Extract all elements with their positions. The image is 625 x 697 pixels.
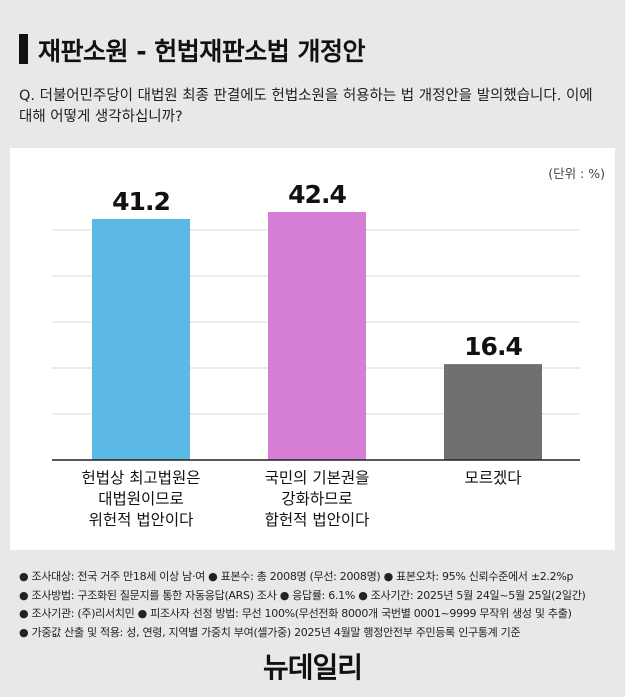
- data-label: 42.4: [288, 180, 346, 209]
- survey-notes: ● 조사대상: 전국 거주 만18세 이상 남·여 ● 표본수: 총 2008명…: [19, 568, 619, 642]
- note-line: ● 조사방법: 구조화된 질문지를 통한 자동응답(ARS) 조사 ● 응답률:…: [19, 588, 586, 602]
- survey-question: Q. 더불어민주당이 대법원 최종 판결에도 헌법소원을 허용하는 법 개정안을…: [19, 88, 593, 125]
- data-label: 41.2: [112, 187, 170, 216]
- category-label-line: 대법원이므로: [98, 490, 184, 508]
- category-label-line: 강화하므로: [281, 490, 353, 508]
- category-label-line: 국민의 기본권을: [264, 469, 370, 487]
- category-label-line: 합헌적 법안이다: [264, 511, 370, 529]
- category-label: 모르겠다: [403, 468, 583, 489]
- note-line: ● 조사기관: (주)리서치민 ● 피조사자 선정 방법: 무선 100%(무선…: [19, 607, 572, 620]
- title-bar-decoration: [19, 34, 28, 64]
- note-line: ● 가중값 산출 및 적용: 성, 연령, 지역별 가중치 부여(셀가중) 20…: [19, 625, 521, 639]
- bar: [444, 364, 542, 460]
- data-label: 16.4: [464, 332, 522, 361]
- unit-label: (단위 : %): [548, 166, 605, 181]
- category-label-line: 위헌적 법안이다: [88, 511, 194, 529]
- note-line: ● 조사대상: 전국 거주 만18세 이상 남·여 ● 표본수: 총 2008명…: [19, 570, 574, 583]
- page-title: 재판소원 - 헌법재판소법 개정안: [38, 37, 366, 66]
- bar: [268, 212, 366, 460]
- category-label-line: 헌법상 최고법원은: [81, 469, 201, 487]
- bar: [92, 219, 190, 460]
- newdaily-logo: 뉴데일리: [262, 651, 363, 684]
- category-label-line: 모르겠다: [464, 469, 522, 487]
